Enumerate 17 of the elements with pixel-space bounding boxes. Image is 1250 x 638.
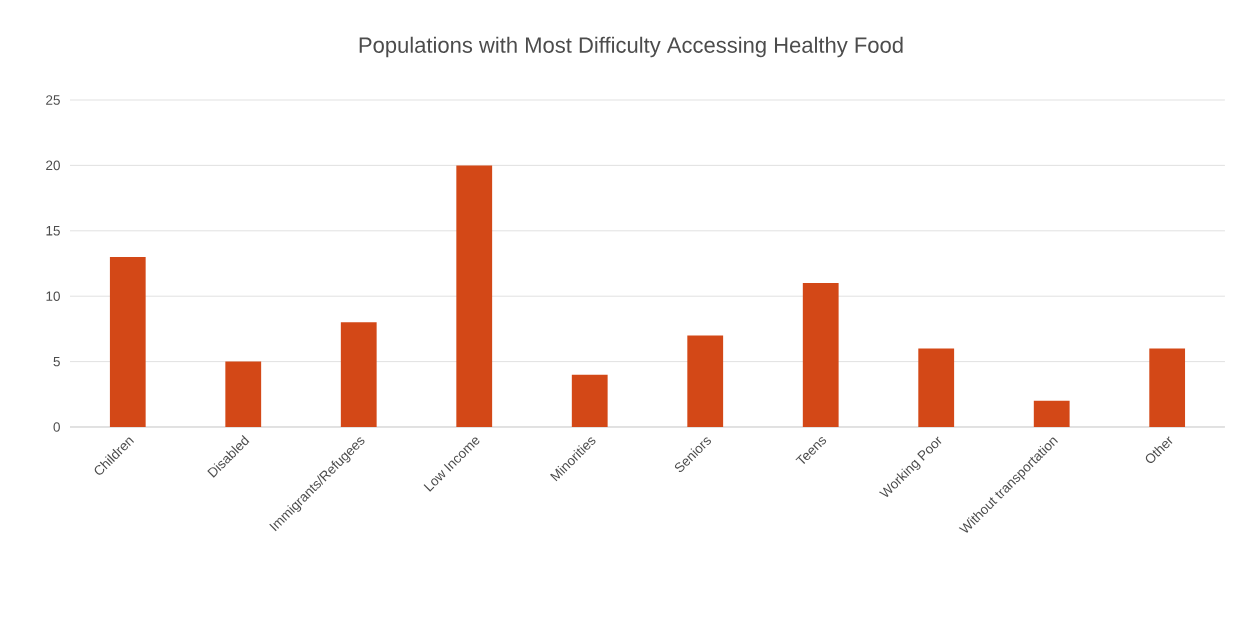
y-tick-label: 0 xyxy=(53,422,60,432)
y-tick-label: 25 xyxy=(46,95,60,105)
y-tick-label: 10 xyxy=(46,291,60,301)
bar xyxy=(1149,348,1186,427)
bar xyxy=(340,322,377,427)
chart-title: Populations with Most Difficulty Accessing Healthy Food xyxy=(359,36,903,58)
bar xyxy=(802,283,839,427)
bar xyxy=(1033,400,1070,427)
y-tick-label: 20 xyxy=(46,160,60,171)
bar xyxy=(918,348,955,427)
bar xyxy=(456,165,493,427)
y-tick-label: 5 xyxy=(53,356,60,367)
bar xyxy=(571,374,608,427)
bar xyxy=(109,256,146,427)
y-tick-label: 15 xyxy=(46,226,60,236)
bar xyxy=(687,335,724,427)
bar xyxy=(225,361,262,427)
